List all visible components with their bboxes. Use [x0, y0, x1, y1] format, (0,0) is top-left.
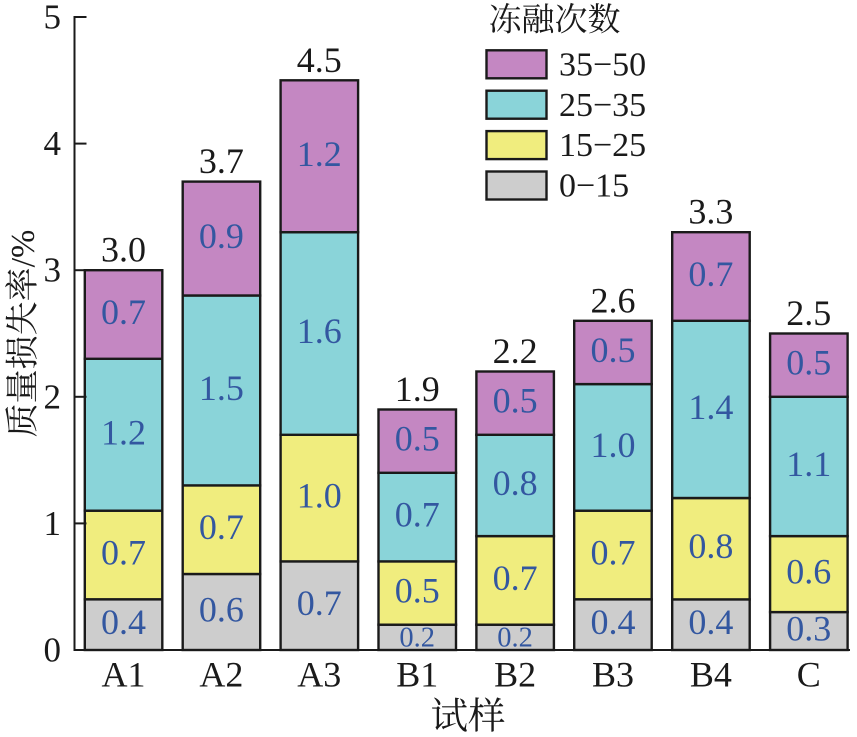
svg-text:A2: A2: [199, 655, 243, 695]
svg-text:1.6: 1.6: [297, 311, 342, 351]
svg-text:0.7: 0.7: [688, 254, 733, 294]
svg-text:4: 4: [44, 124, 62, 163]
svg-text:1.9: 1.9: [395, 369, 440, 409]
svg-text:0.5: 0.5: [395, 571, 440, 611]
svg-text:1: 1: [44, 504, 62, 543]
svg-text:25−35: 25−35: [559, 87, 646, 124]
svg-text:0.7: 0.7: [297, 583, 342, 623]
svg-text:0.5: 0.5: [493, 381, 538, 421]
svg-text:2: 2: [44, 377, 62, 416]
svg-text:1.0: 1.0: [591, 425, 636, 465]
svg-text:A3: A3: [297, 655, 341, 695]
svg-text:0.2: 0.2: [497, 622, 533, 653]
svg-text:1.1: 1.1: [786, 444, 831, 484]
svg-text:0−15: 0−15: [559, 168, 629, 205]
svg-text:0.5: 0.5: [786, 343, 831, 383]
svg-text:1.0: 1.0: [297, 476, 342, 516]
svg-text:2.5: 2.5: [786, 293, 831, 333]
svg-text:1.4: 1.4: [688, 387, 733, 427]
svg-text:0.6: 0.6: [786, 552, 831, 592]
svg-text:0.3: 0.3: [786, 609, 831, 649]
svg-text:3.7: 3.7: [199, 141, 244, 181]
svg-text:0.4: 0.4: [591, 602, 636, 642]
svg-text:0: 0: [44, 631, 62, 670]
svg-text:0.7: 0.7: [101, 292, 146, 332]
svg-text:0.5: 0.5: [591, 330, 636, 370]
svg-text:1.2: 1.2: [297, 134, 342, 174]
svg-text:5: 5: [44, 0, 62, 37]
svg-text:B2: B2: [494, 655, 536, 695]
svg-text:35−50: 35−50: [559, 46, 646, 83]
svg-text:0.7: 0.7: [199, 507, 244, 547]
svg-text:0.7: 0.7: [395, 495, 440, 535]
svg-text:1.5: 1.5: [199, 368, 244, 408]
svg-text:3: 3: [44, 251, 62, 290]
svg-text:0.5: 0.5: [395, 419, 440, 459]
svg-text:0.7: 0.7: [591, 533, 636, 573]
svg-text:0.8: 0.8: [688, 526, 733, 566]
svg-text:0.6: 0.6: [199, 590, 244, 630]
svg-text:0.4: 0.4: [101, 602, 146, 642]
svg-text:3.0: 3.0: [101, 230, 146, 270]
svg-text:0.8: 0.8: [493, 463, 538, 503]
svg-text:2.2: 2.2: [493, 331, 538, 371]
svg-text:B4: B4: [690, 655, 732, 695]
svg-text:4.5: 4.5: [297, 40, 342, 80]
svg-text:0.7: 0.7: [101, 533, 146, 573]
svg-text:C: C: [797, 655, 821, 695]
svg-text:0.9: 0.9: [199, 216, 244, 256]
svg-text:B1: B1: [396, 655, 438, 695]
svg-text:/%: /%: [5, 230, 42, 268]
svg-text:B3: B3: [592, 655, 634, 695]
svg-text:0.4: 0.4: [688, 602, 733, 642]
svg-text:1.2: 1.2: [101, 412, 146, 452]
svg-text:2.6: 2.6: [591, 280, 636, 320]
svg-text:0.2: 0.2: [399, 622, 435, 653]
svg-text:15−25: 15−25: [559, 127, 646, 164]
svg-text:0.7: 0.7: [493, 558, 538, 598]
svg-text:3.3: 3.3: [688, 192, 733, 232]
svg-text:A1: A1: [102, 655, 146, 695]
